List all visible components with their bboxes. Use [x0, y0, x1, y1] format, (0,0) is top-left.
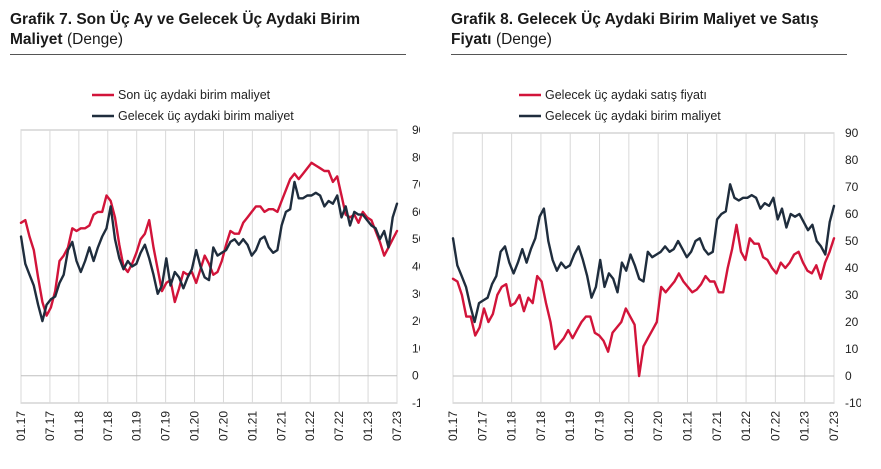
y-tick-label: 70: [412, 178, 420, 192]
x-tick-label: 01.20: [188, 411, 202, 441]
chart-title-block: Grafik 7. Son Üç Ay ve Gelecek Üç Aydaki…: [10, 10, 406, 55]
y-tick-label: 50: [412, 232, 420, 246]
x-tick-label: 07.20: [216, 411, 230, 441]
y-tick-label: -10: [845, 396, 861, 410]
y-tick-label: 30: [412, 287, 420, 301]
x-tick-label: 07.21: [274, 411, 288, 441]
x-tick-label: 01.20: [622, 411, 636, 441]
line-chart-7: 01.17 07.17 01.18 07.18 01.19 07.19 01.20 07.20…: [14, 88, 420, 441]
chart-title: Grafik 8. Gelecek Üç Aydaki Birim Maliye…: [451, 11, 819, 48]
x-tick-label: 01.18: [505, 411, 519, 441]
series-line-first: [451, 223, 836, 378]
y-tick-label: 0: [845, 369, 852, 383]
x-tick-label: 07.22: [768, 411, 782, 441]
x-tick-label: 01.17: [446, 411, 460, 441]
series-line-second: [19, 180, 399, 323]
y-tick-label: 60: [412, 205, 420, 219]
legend-label: Gelecek üç aydaki birim maliyet: [545, 109, 721, 123]
chart-subtitle: (Denge): [495, 31, 552, 48]
legend-label: Gelecek üç aydaki birim maliyet: [118, 109, 294, 123]
y-tick-label: 20: [845, 315, 859, 329]
x-tick-label: 01.19: [130, 411, 144, 441]
x-tick-label: 07.21: [710, 411, 724, 441]
plot-frame: [452, 132, 835, 404]
y-tick-label: -10: [412, 396, 420, 410]
y-tick-label: 80: [412, 150, 420, 164]
x-tick-label: 07.23: [827, 411, 841, 441]
y-tick-label: 90: [845, 126, 859, 140]
x-tick-label: 01.21: [680, 411, 694, 441]
chart-title-block: Grafik 8. Gelecek Üç Aydaki Birim Maliye…: [451, 10, 847, 55]
x-tick-label: 01.19: [563, 411, 577, 441]
y-tick-label: 90: [412, 123, 420, 137]
x-tick-label: 01.23: [361, 411, 375, 441]
x-tick-label: 07.18: [534, 411, 548, 441]
y-tick-label: 50: [845, 234, 859, 248]
x-tick-label: 01.23: [798, 411, 812, 441]
y-tick-label: 0: [412, 369, 419, 383]
x-tick-label: 01.18: [72, 411, 86, 441]
y-tick-label: 70: [845, 180, 859, 194]
x-tick-label: 07.17: [43, 411, 57, 441]
y-tick-label: 10: [412, 341, 420, 355]
y-tick-label: 30: [845, 288, 859, 302]
x-tick-label: 07.23: [390, 411, 404, 441]
x-tick-label: 01.21: [245, 411, 259, 441]
x-tick-label: 07.18: [101, 411, 115, 441]
legend-label: Gelecek üç aydaki satış fiyatı: [545, 88, 707, 102]
x-tick-label: 07.19: [159, 411, 173, 441]
y-tick-label: 60: [845, 207, 859, 221]
y-tick-label: 20: [412, 314, 420, 328]
x-tick-label: 01.22: [303, 411, 317, 441]
y-tick-label: 40: [845, 261, 859, 275]
y-tick-label: 40: [412, 260, 420, 274]
chart-panel-8: Grafik 8. Gelecek Üç Aydaki Birim Maliye…: [441, 0, 861, 469]
x-tick-label: 01.22: [739, 411, 753, 441]
x-tick-label: 07.17: [475, 411, 489, 441]
x-tick-label: 07.19: [593, 411, 607, 441]
y-tick-label: 10: [845, 342, 859, 356]
chart-panel-7: Grafik 7. Son Üç Ay ve Gelecek Üç Aydaki…: [0, 0, 420, 469]
legend-label: Son üç aydaki birim maliyet: [118, 88, 271, 102]
series-line-first: [19, 161, 399, 317]
x-tick-label: 07.20: [651, 411, 665, 441]
line-chart-8: 01.17 07.17 01.18 07.18 01.19 07.19 01.20 07.20…: [446, 88, 861, 441]
series-line-second: [451, 183, 836, 324]
x-tick-label: 07.22: [332, 411, 346, 441]
y-tick-label: 80: [845, 153, 859, 167]
x-tick-label: 01.17: [14, 411, 28, 441]
chart-title: Grafik 7. Son Üç Ay ve Gelecek Üç Aydaki…: [10, 11, 361, 48]
chart-subtitle: (Denge): [67, 31, 124, 48]
